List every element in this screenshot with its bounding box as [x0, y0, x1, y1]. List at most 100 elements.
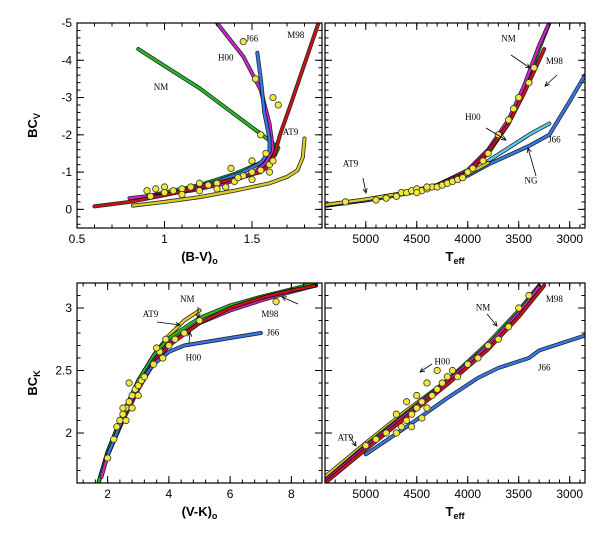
data-point: [525, 79, 533, 87]
x-tick-label: 0.5: [69, 232, 86, 246]
data-point: [433, 385, 441, 393]
data-point: [464, 360, 472, 368]
data-point: [204, 181, 212, 189]
series-label-at9: AT9: [338, 433, 354, 443]
data-point: [484, 149, 492, 158]
data-point: [178, 190, 186, 199]
plot-area: [96, 283, 318, 483]
x-axis-label: Teff: [446, 504, 466, 521]
data-point: [213, 185, 221, 193]
series-label-at9: AT9: [283, 127, 299, 137]
data-point: [341, 198, 349, 206]
y-axis-label: BCK: [25, 370, 42, 396]
data-point: [392, 429, 400, 437]
annotation-arrow: [544, 74, 558, 87]
data-point: [125, 379, 133, 387]
data-point: [169, 187, 177, 195]
annotation-arrowhead: [524, 63, 531, 69]
data-point: [262, 149, 270, 158]
data-point: [515, 93, 523, 102]
data-point: [413, 404, 421, 412]
data-point: [269, 93, 277, 102]
data-point: [453, 373, 462, 381]
series-outline-m98: [325, 283, 547, 483]
series-outline-j66: [325, 73, 585, 208]
data-point: [119, 410, 127, 418]
series-outline-m98: [325, 47, 547, 208]
plot-area: [325, 283, 585, 483]
data-point: [257, 131, 265, 139]
x-axis-label: (B-V)o: [181, 249, 218, 266]
plot-area: [92, 23, 321, 209]
x-tick-label: 3000: [556, 232, 583, 246]
data-point: [382, 429, 390, 437]
data-point: [504, 323, 513, 331]
series-line-ng: [486, 122, 551, 163]
annotation-arrow: [362, 177, 367, 194]
y-tick-label: -5: [61, 16, 72, 30]
data-point: [413, 188, 421, 197]
data-point: [234, 174, 242, 182]
series-label-j66: J66: [246, 34, 259, 44]
series-label-m98: M98: [546, 56, 564, 66]
data-point: [195, 187, 204, 195]
data-point: [479, 157, 487, 165]
series-label-nm: NM: [476, 303, 491, 313]
series-outline-at9: [325, 160, 491, 207]
y-axis-label: BCV: [25, 113, 42, 138]
series-outline-h00: [325, 23, 552, 208]
annotation-arrow: [527, 147, 537, 177]
data-point: [397, 423, 406, 431]
plot-frame: [76, 282, 323, 484]
chart-panel-top-left: 0.5 1 1.5 0 -1 -2 -3 -4 -5 (B-V)o BCV NM H00 J66 M98 AT…: [25, 16, 323, 266]
data-point: [274, 101, 282, 109]
x-tick-label: 3500: [505, 232, 532, 246]
series-label-h00: H00: [186, 353, 202, 363]
data-point: [113, 423, 121, 431]
data-point: [438, 379, 446, 387]
data-point: [484, 341, 492, 350]
data-point: [448, 366, 457, 375]
data-point: [128, 404, 136, 412]
data-point: [408, 410, 416, 418]
annotation-arrowhead: [492, 321, 498, 327]
x-tick-label: 6: [227, 487, 234, 501]
chart-panel-top-right: 5000 4500 4000 3500 3000 Teff NM M98 H00 J66 NG AT9: [324, 22, 586, 266]
x-tick-label: 3000: [556, 487, 583, 501]
series-label-h00: H00: [218, 52, 234, 62]
data-point: [162, 335, 170, 343]
data-point: [125, 398, 133, 406]
data-point: [382, 194, 390, 202]
series-line-j66: [364, 334, 585, 456]
data-point: [272, 298, 280, 306]
annotation-arrow: [419, 363, 433, 373]
data-point: [128, 391, 136, 400]
series-outline-nm: [325, 283, 542, 483]
x-tick-label: 2: [104, 487, 111, 501]
data-point: [408, 423, 416, 431]
data-point: [227, 164, 235, 172]
y-tick-label: 2: [65, 426, 72, 440]
annotation-arrow: [188, 331, 191, 344]
y-tick-label: 2.5: [55, 364, 72, 378]
data-point: [153, 344, 161, 352]
data-point: [423, 379, 431, 387]
data-point: [392, 192, 400, 200]
annotation-arrowhead: [419, 367, 426, 373]
x-tick-label: 5000: [352, 487, 379, 501]
data-point: [171, 335, 179, 343]
data-point: [248, 168, 256, 176]
data-point: [143, 187, 151, 195]
data-point: [146, 192, 155, 200]
data-point: [443, 373, 451, 381]
series-label-m98: M98: [546, 294, 564, 304]
series-label-nm: NM: [154, 82, 169, 92]
data-point: [104, 454, 112, 462]
data-point: [257, 166, 265, 174]
annotation-arrowhead: [195, 313, 201, 319]
x-tick-label: 8: [288, 487, 295, 501]
data-point: [149, 360, 158, 368]
x-tick-label: 4500: [403, 232, 430, 246]
data-point: [251, 75, 260, 83]
